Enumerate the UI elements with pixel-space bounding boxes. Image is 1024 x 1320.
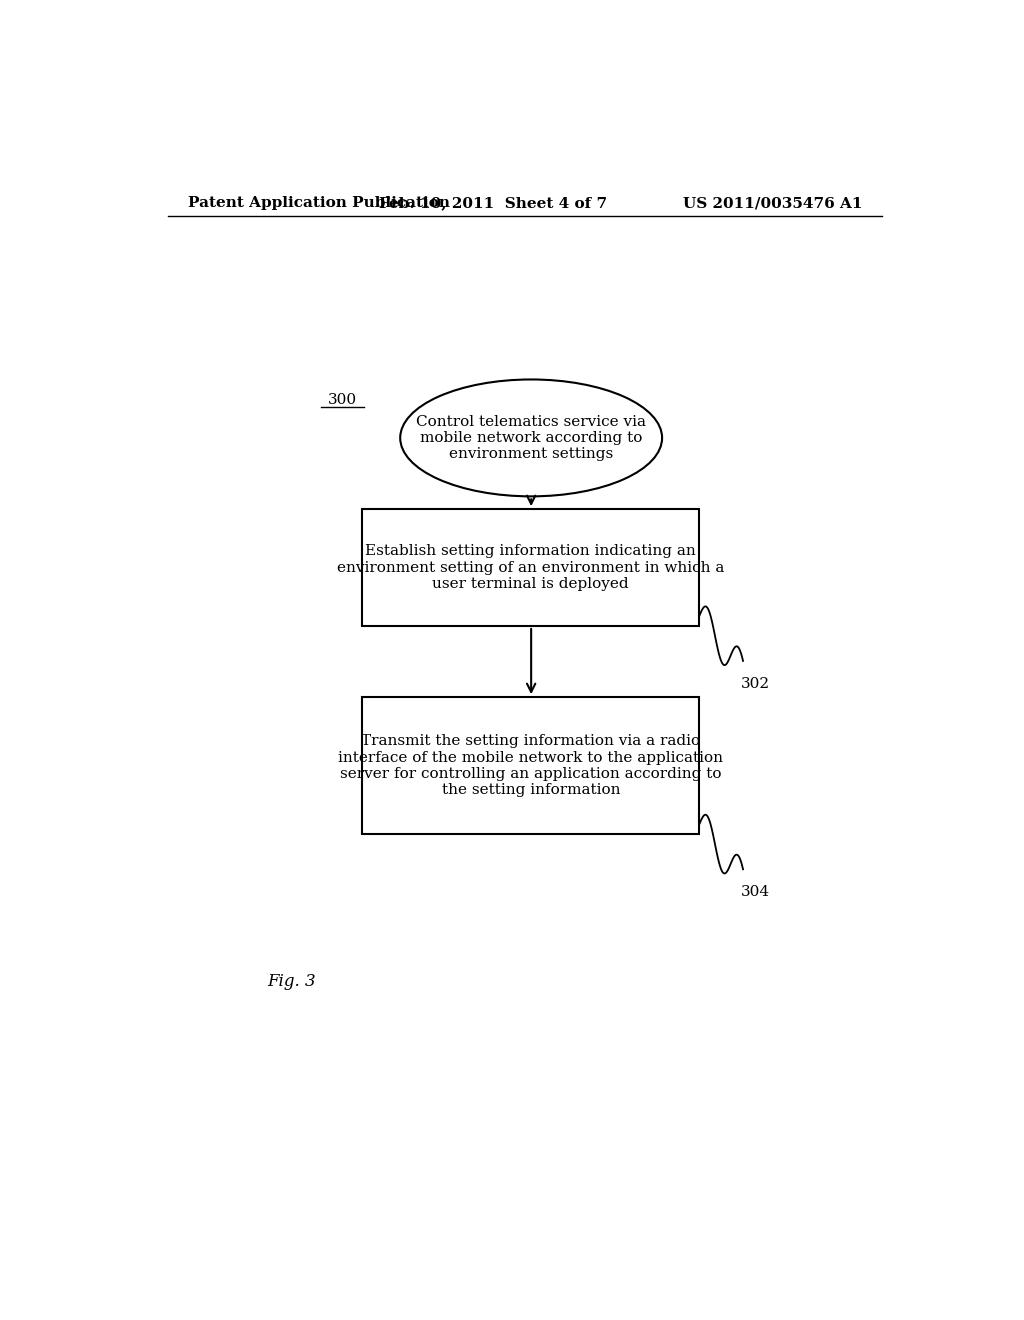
- Text: Fig. 3: Fig. 3: [267, 973, 315, 990]
- Text: 300: 300: [328, 393, 356, 408]
- Text: Feb. 10, 2011  Sheet 4 of 7: Feb. 10, 2011 Sheet 4 of 7: [379, 197, 607, 210]
- Text: Patent Application Publication: Patent Application Publication: [187, 197, 450, 210]
- Text: Transmit the setting information via a radio
interface of the mobile network to : Transmit the setting information via a r…: [338, 734, 723, 797]
- Text: 304: 304: [740, 886, 769, 899]
- Text: 302: 302: [740, 677, 769, 690]
- Text: Establish setting information indicating an
environment setting of an environmen: Establish setting information indicating…: [337, 544, 724, 591]
- Text: Control telematics service via
mobile network according to
environment settings: Control telematics service via mobile ne…: [416, 414, 646, 461]
- Text: US 2011/0035476 A1: US 2011/0035476 A1: [683, 197, 862, 210]
